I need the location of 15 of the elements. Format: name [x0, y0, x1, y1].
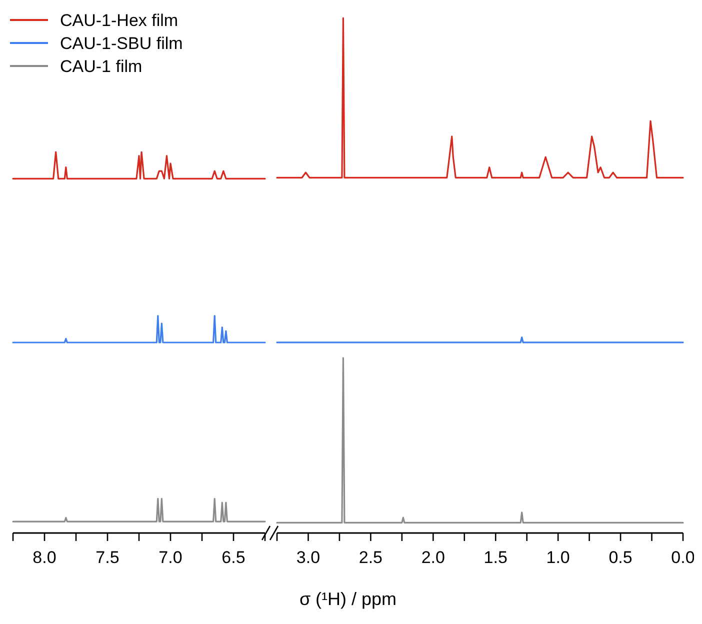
legend-label: CAU-1-SBU film	[60, 34, 183, 53]
x-tick-label: 1.5	[484, 548, 508, 567]
legend-label: CAU-1-Hex film	[60, 11, 178, 30]
x-tick-label: 7.0	[158, 548, 182, 567]
x-tick-label: 0.0	[671, 548, 695, 567]
x-axis-title: σ (¹H) / ppm	[299, 589, 397, 609]
x-tick-label: 2.0	[421, 548, 445, 567]
x-tick-label: 6.5	[222, 548, 246, 567]
x-tick-label: 2.5	[358, 548, 383, 567]
x-tick-label: 3.0	[296, 548, 320, 567]
legend-label: CAU-1 film	[60, 57, 142, 76]
x-tick-label: 0.5	[608, 548, 632, 567]
x-tick-label: 1.0	[546, 548, 570, 567]
x-tick-label: 8.0	[32, 548, 56, 567]
x-tick-label: 7.5	[96, 548, 120, 567]
